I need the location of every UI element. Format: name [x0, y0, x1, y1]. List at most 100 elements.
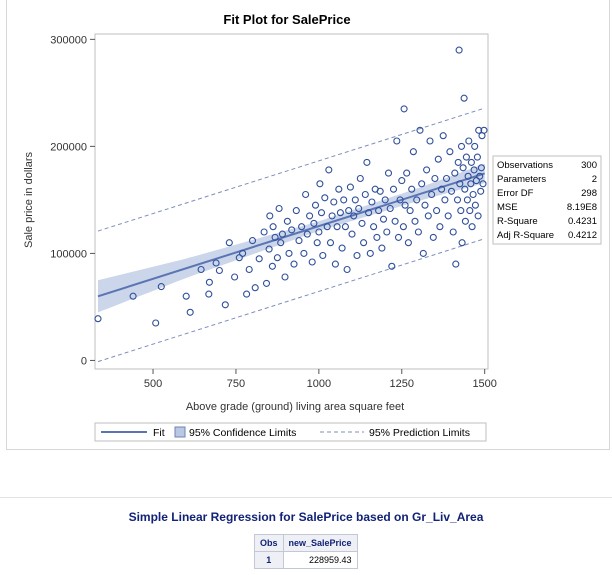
data-point	[424, 212, 432, 220]
y-tick-label: 0	[81, 355, 87, 367]
data-point	[388, 262, 396, 270]
table-cell-obs: 1	[254, 551, 284, 569]
data-point	[205, 290, 213, 298]
data-point	[308, 258, 316, 266]
data-point	[419, 249, 427, 257]
data-point	[446, 148, 454, 156]
data-point	[358, 219, 366, 227]
y-tick-label: 300000	[50, 34, 87, 46]
x-tick-label: 1250	[390, 378, 414, 390]
data-point	[400, 105, 408, 113]
data-point	[292, 207, 300, 215]
data-point	[474, 212, 482, 220]
data-point	[480, 126, 488, 134]
data-point	[423, 166, 431, 174]
data-point	[351, 196, 359, 204]
data-point	[288, 226, 296, 234]
data-point	[361, 190, 369, 199]
data-point	[290, 260, 298, 268]
data-point	[330, 198, 338, 206]
data-point	[378, 244, 386, 252]
data-point	[418, 180, 426, 188]
data-point	[401, 201, 409, 209]
table-header-row: Obs new_SalePrice	[254, 534, 358, 552]
data-point	[396, 196, 404, 204]
plot-frame	[94, 33, 489, 370]
data-point	[333, 223, 341, 231]
data-point	[469, 190, 477, 199]
data-point	[457, 207, 465, 215]
data-point	[426, 137, 434, 145]
data-point	[152, 319, 160, 327]
data-point	[231, 273, 239, 281]
data-point	[251, 284, 259, 292]
data-point	[221, 301, 229, 309]
data-point	[326, 239, 335, 247]
data-point	[411, 217, 419, 225]
stats-inset: Observations 300 Parameters 2 Error DF 298 MSE…	[492, 155, 602, 245]
data-point	[94, 315, 102, 323]
data-point	[269, 223, 277, 231]
data-point	[338, 244, 346, 252]
data-point	[317, 209, 326, 217]
data-point	[471, 201, 479, 209]
data-point	[429, 233, 437, 241]
stat-label: Parameters	[497, 174, 546, 185]
legend-prediction-label: 95% Prediction Limits	[369, 427, 470, 439]
data-point	[356, 174, 364, 183]
data-point	[331, 260, 339, 268]
data-point	[268, 262, 276, 270]
x-axis-label: Above grade (ground) living area square …	[186, 401, 404, 413]
data-point	[391, 217, 399, 225]
data-point	[460, 94, 468, 102]
data-point	[328, 212, 336, 220]
stat-value: 298	[581, 188, 597, 199]
data-point	[212, 259, 220, 267]
results-table: Obs new_SalePrice 1 228959.43	[254, 534, 358, 569]
data-point	[298, 223, 306, 231]
data-point	[346, 183, 354, 191]
data-point	[449, 228, 457, 236]
data-point	[225, 239, 233, 247]
data-point	[456, 180, 464, 188]
data-point	[466, 207, 474, 215]
data-point	[433, 207, 441, 215]
data-point	[476, 172, 484, 180]
data-point	[394, 233, 403, 241]
data-point	[441, 196, 449, 204]
data-point	[442, 174, 451, 183]
data-point	[355, 204, 363, 213]
data-point	[373, 233, 381, 241]
x-tick-label: 1000	[307, 378, 331, 390]
data-point	[365, 209, 373, 217]
data-point	[300, 249, 308, 257]
data-point	[243, 290, 251, 298]
data-point	[310, 219, 318, 227]
data-point	[438, 185, 446, 193]
data-point	[453, 196, 462, 204]
x-tick-label: 1500	[472, 378, 496, 390]
lower-prediction-limit	[97, 238, 485, 363]
stat-label: MSE	[497, 202, 518, 213]
data-point	[461, 217, 469, 225]
data-point	[363, 158, 371, 166]
data-point	[315, 228, 323, 236]
data-point	[366, 249, 374, 257]
data-point	[197, 265, 205, 274]
data-point	[303, 230, 311, 238]
data-point	[285, 249, 293, 257]
data-point	[413, 196, 421, 204]
data-point	[404, 239, 412, 247]
stat-label: Observations	[497, 160, 553, 171]
data-point	[281, 273, 289, 281]
stat-value: 0.4212	[568, 230, 597, 241]
data-point	[386, 204, 394, 213]
data-point	[336, 209, 344, 217]
data-point	[468, 223, 476, 231]
data-point	[464, 172, 472, 180]
table-row: 1 228959.43	[254, 551, 358, 569]
plot-area: 500 750 1000 1250 1500 0 100000 200000 300000	[50, 33, 497, 390]
stat-label: R-Square	[497, 216, 538, 227]
data-point	[477, 187, 485, 195]
data-point	[398, 177, 406, 185]
